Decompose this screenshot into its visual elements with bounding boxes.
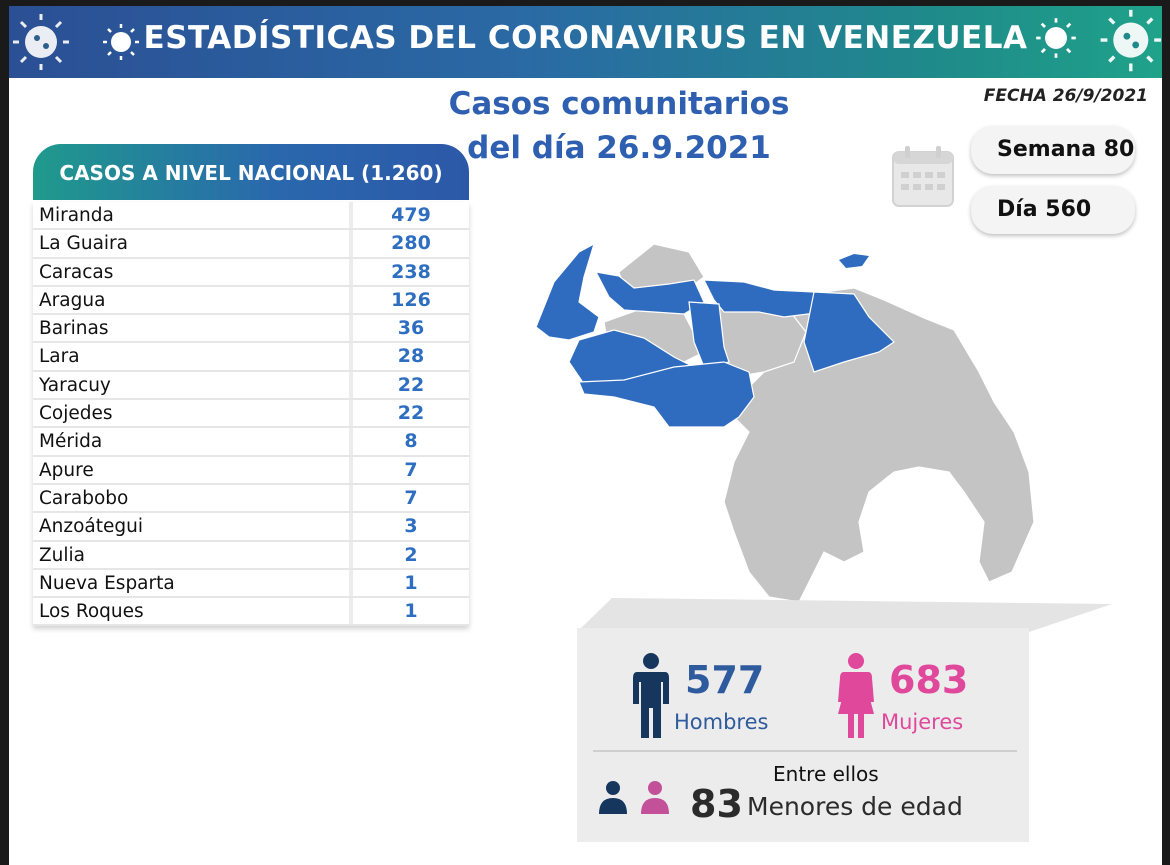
coronavirus-icon xyxy=(1036,18,1076,58)
state-cases: 1 xyxy=(404,571,418,594)
table-row: Los Roques 1 xyxy=(33,598,469,627)
women-count: 683 xyxy=(889,658,969,702)
table-row: Anzoátegui 3 xyxy=(33,513,469,542)
state-cases: 3 xyxy=(404,515,418,538)
state-cases: 7 xyxy=(404,486,418,509)
week-badge: Semana 80 xyxy=(971,126,1135,174)
state-cases: 479 xyxy=(391,204,431,226)
state-name: Aragua xyxy=(33,286,353,314)
state-name: Cojedes xyxy=(33,400,353,427)
state-cases: 22 xyxy=(397,402,425,425)
men-label: Hombres xyxy=(674,710,769,734)
table-row: Lara 28 xyxy=(33,343,469,372)
state-name: Yaracuy xyxy=(33,371,353,399)
header-banner: ESTADÍSTICAS DEL CORONAVIRUS EN VENEZUEL… xyxy=(9,6,1162,78)
day-badge: Día 560 xyxy=(971,186,1135,234)
among-them-label: Entre ellos xyxy=(773,762,879,786)
state-cases: 238 xyxy=(391,260,431,283)
minors-label: Menores de edad xyxy=(747,792,963,821)
national-cases-header: CASOS A NIVEL NACIONAL (1.260) xyxy=(33,144,469,200)
infographic: ESTADÍSTICAS DEL CORONAVIRUS EN VENEZUEL… xyxy=(9,6,1162,865)
map-region-apure xyxy=(578,361,755,428)
state-cases: 2 xyxy=(404,543,418,566)
state-name: La Guaira xyxy=(33,230,353,257)
state-name: Mérida xyxy=(33,428,353,455)
state-cases: 28 xyxy=(397,345,425,368)
state-cases: 8 xyxy=(404,430,418,453)
state-name: Anzoátegui xyxy=(33,513,353,540)
state-cases: 1 xyxy=(404,600,418,623)
table-row: Nueva Esparta 1 xyxy=(33,569,469,599)
map-region-nueva-esparta xyxy=(839,254,869,268)
state-cases-table: Miranda 479 La Guaira 280 Caracas 238 Aragua 12… xyxy=(33,202,469,627)
table-row: Cojedes 22 xyxy=(33,400,469,429)
report-date: FECHA 26/9/2021 xyxy=(983,86,1148,106)
table-row: La Guaira 280 xyxy=(33,230,469,259)
stats-divider xyxy=(593,750,1017,752)
banner-title: ESTADÍSTICAS DEL CORONAVIRUS EN VENEZUEL… xyxy=(143,20,1028,56)
venezuela-map xyxy=(535,242,1035,603)
calendar-icon xyxy=(892,146,954,207)
map-region-falcon-lara xyxy=(594,271,705,315)
state-cases: 7 xyxy=(404,458,418,481)
table-row: Apure 7 xyxy=(33,456,469,485)
state-name: Nueva Esparta xyxy=(33,569,353,597)
men-count: 577 xyxy=(685,658,765,702)
state-name: Los Roques xyxy=(33,598,353,625)
state-name: Apure xyxy=(33,456,353,483)
subtitle-line-2: del día 26.9.2021 xyxy=(467,130,771,166)
state-name: Barinas xyxy=(33,315,353,342)
table-row: Barinas 36 xyxy=(33,315,469,344)
map-region-cojedes xyxy=(688,301,730,368)
state-cases: 22 xyxy=(397,373,425,396)
stats-box-top xyxy=(577,598,1112,632)
table-row: Zulia 2 xyxy=(33,541,469,570)
table-row: Mérida 8 xyxy=(33,428,469,457)
man-icon xyxy=(633,653,669,738)
table-row: Carabobo 7 xyxy=(33,484,469,514)
woman-icon xyxy=(838,653,874,738)
state-cases: 126 xyxy=(391,288,431,311)
table-row: Miranda 479 xyxy=(33,202,469,231)
state-name: Carabobo xyxy=(33,484,353,512)
state-name: Zulia xyxy=(33,541,353,568)
state-name: Miranda xyxy=(33,202,353,229)
coronavirus-icon xyxy=(1100,9,1162,72)
state-cases: 36 xyxy=(397,317,425,340)
women-label: Mujeres xyxy=(881,710,964,734)
table-row: Yaracuy 22 xyxy=(33,371,469,401)
subtitle-line-1: Casos comunitarios xyxy=(448,86,790,122)
coronavirus-icon xyxy=(13,14,69,70)
state-name: Lara xyxy=(33,343,353,370)
state-name: Caracas xyxy=(33,258,353,285)
map-region-anzoategui xyxy=(803,291,895,373)
coronavirus-icon xyxy=(103,24,139,60)
map-region-zulia xyxy=(535,242,600,341)
table-row: Caracas 238 xyxy=(33,258,469,287)
minors-count: 83 xyxy=(690,782,743,826)
state-cases: 280 xyxy=(391,232,431,255)
table-row: Aragua 126 xyxy=(33,286,469,316)
minors-icon xyxy=(599,781,669,814)
